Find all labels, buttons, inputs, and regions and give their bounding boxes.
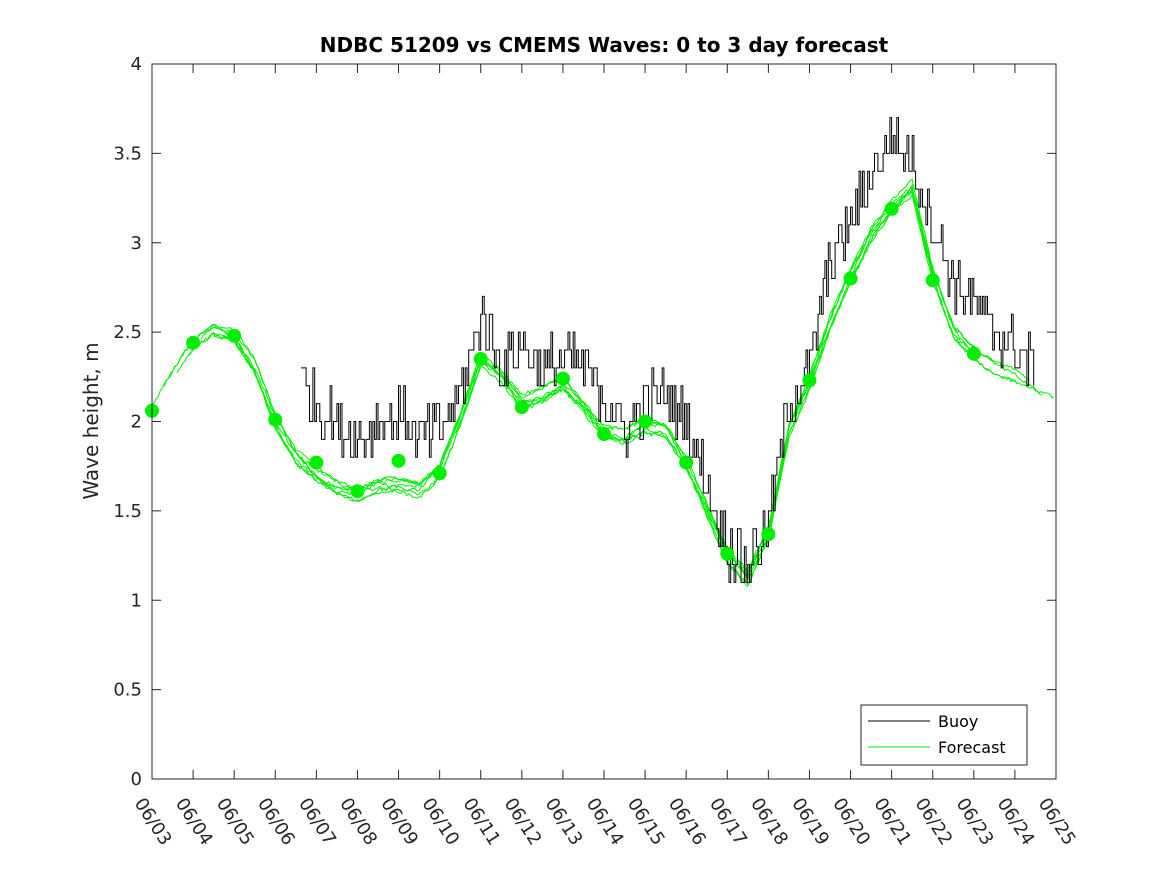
y-tick-label: 3.5	[113, 143, 142, 164]
legend-buoy-label: Buoy	[938, 712, 978, 731]
y-tick-label: 3	[131, 233, 142, 254]
x-tick-label: 06/17	[705, 794, 751, 849]
forecast-line	[213, 189, 956, 571]
forecast-marker	[227, 328, 242, 343]
x-tick-label: 06/09	[376, 794, 422, 849]
forecast-marker	[391, 453, 406, 468]
x-tick-label: 06/21	[869, 794, 915, 849]
forecast-marker	[186, 335, 201, 350]
x-tick-label: 06/05	[212, 794, 258, 849]
x-tick-label: 06/16	[664, 794, 710, 849]
marker-layer	[145, 201, 981, 561]
forecast-marker	[761, 527, 776, 542]
x-tick-label: 06/19	[787, 794, 833, 849]
forecast-marker	[720, 546, 735, 561]
x-tick-label: 06/25	[1034, 794, 1080, 849]
chart-title: NDBC 51209 vs CMEMS Waves: 0 to 3 day fo…	[320, 33, 889, 57]
x-tick-label: 06/14	[582, 794, 628, 849]
forecast-marker	[843, 271, 858, 286]
x-tick-label: 06/03	[130, 794, 176, 849]
forecast-line	[188, 185, 993, 574]
forecast-marker	[802, 373, 817, 388]
plot-area	[152, 64, 1056, 779]
forecast-line	[200, 178, 969, 580]
x-tick-label: 06/13	[541, 794, 587, 849]
legend: Buoy Forecast	[860, 704, 1028, 766]
y-tick-label: 0.5	[113, 680, 142, 701]
y-tick-label: 1	[131, 590, 142, 611]
forecast-marker	[309, 455, 324, 470]
series-layer	[151, 117, 1055, 587]
x-tick-label: 06/04	[171, 794, 217, 849]
forecast-marker	[638, 414, 653, 429]
x-tick-label: 06/11	[459, 794, 505, 849]
forecast-marker	[966, 346, 981, 361]
x-tick-label: 06/08	[335, 794, 381, 849]
forecast-marker	[597, 427, 611, 442]
legend-box	[860, 704, 1028, 766]
forecast-marker	[268, 412, 283, 427]
x-tick-label: 06/15	[623, 794, 669, 849]
x-tick-label: 06/10	[417, 794, 463, 849]
y-tick-label: 2.5	[113, 322, 142, 343]
x-tick-label: 06/18	[746, 794, 792, 849]
forecast-marker	[884, 201, 899, 216]
forecast-marker	[350, 484, 365, 499]
forecast-marker	[555, 371, 570, 386]
forecast-marker	[925, 273, 940, 288]
x-tick-label: 06/07	[294, 794, 340, 849]
x-tick-label: 06/23	[952, 794, 998, 849]
buoy-line	[301, 117, 1035, 583]
y-tick-label: 4	[131, 54, 142, 75]
y-tick-label: 0	[131, 769, 142, 790]
x-tick-label: 06/06	[253, 794, 299, 849]
y-tick-label: 2	[131, 412, 142, 433]
legend-forecast-label: Forecast	[938, 738, 1006, 757]
x-tick-label: 06/24	[993, 794, 1039, 849]
x-tick-label: 06/12	[500, 794, 546, 849]
y-axis-label: Wave height, m	[79, 342, 103, 499]
forecast-marker	[679, 455, 694, 470]
forecast-marker	[473, 351, 488, 366]
x-tick-label: 06/20	[828, 794, 874, 849]
y-tick-label: 1.5	[113, 501, 142, 522]
forecast-marker	[432, 466, 447, 481]
x-tick-label: 06/22	[911, 794, 957, 849]
forecast-marker	[514, 400, 529, 415]
